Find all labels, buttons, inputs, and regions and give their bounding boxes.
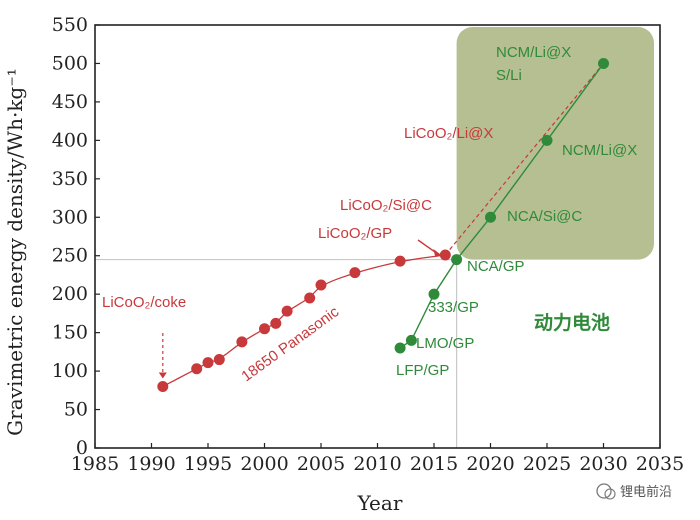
- annotation-s-li: S/Li: [496, 67, 522, 84]
- red-data-point: [394, 255, 406, 267]
- red-data-point: [236, 336, 248, 348]
- x-axis-ticks: 1985 1990 1995 2000 2005 2010 2015 2020 2025 2030…: [71, 443, 684, 475]
- watermark: 锂电前沿: [596, 483, 672, 500]
- y-tick-label: 300: [52, 206, 88, 228]
- red-data-point: [439, 249, 451, 261]
- x-tick-label: 2025: [523, 453, 571, 475]
- green-data-point: [451, 254, 463, 266]
- y-tick-label: 0: [76, 437, 88, 459]
- red-data-point: [270, 317, 282, 329]
- x-tick-label: 2035: [636, 453, 684, 475]
- green-data-point: [428, 288, 440, 300]
- green-data-point: [598, 57, 609, 69]
- y-axis-title: Gravimetric energy density/Wh·kg⁻¹: [3, 68, 27, 436]
- watermark-text: 锂电前沿: [620, 484, 672, 500]
- x-tick-label: 2015: [410, 453, 458, 475]
- x-tick-label: 1995: [184, 453, 232, 475]
- green-data-point: [485, 211, 496, 223]
- y-tick-label: 50: [64, 399, 88, 421]
- red-data-point: [191, 363, 203, 375]
- green-data-point: [405, 334, 417, 346]
- x-tick-label: 2020: [466, 453, 514, 475]
- annotation-licoo2-si-c: LiCoO₂/Si@C: [340, 197, 432, 214]
- red-data-point: [315, 279, 327, 291]
- x-axis-title: Year: [357, 491, 403, 515]
- green-data-point: [541, 134, 553, 146]
- annotation-nca-gp: NCA/GP: [467, 258, 525, 275]
- red-data-point: [304, 292, 316, 304]
- y-tick-label: 350: [52, 168, 88, 190]
- y-axis-ticks: 0 50 100 150 200 250 300 350 400 450 500 550: [52, 14, 100, 459]
- y-tick-label: 450: [52, 91, 88, 113]
- data-series: [157, 57, 609, 392]
- x-tick-label: 2005: [297, 453, 345, 475]
- red-data-point: [213, 354, 225, 366]
- watermark-icon: [596, 483, 612, 499]
- y-tick-label: 550: [52, 14, 88, 36]
- y-tick-label: 500: [52, 52, 88, 74]
- y-tick-label: 200: [52, 283, 88, 305]
- x-tick-label: 2010: [353, 453, 401, 475]
- projection-line: [444, 63, 604, 256]
- x-tick-label: 2000: [240, 453, 288, 475]
- annotation-licoo2-coke: LiCoO₂/coke: [102, 294, 186, 311]
- y-tick-label: 100: [52, 360, 88, 382]
- red-data-point: [202, 357, 214, 369]
- coke-arrowhead: [158, 372, 167, 379]
- y-tick-label: 400: [52, 129, 88, 151]
- annotation-ncm-li-x-2030: NCM/Li@X: [496, 44, 571, 61]
- red-data-point: [281, 305, 293, 317]
- annotation-lfp-gp: LFP/GP: [396, 362, 449, 379]
- x-tick-label: 1985: [71, 453, 119, 475]
- annotation-power-battery: 动力电池: [534, 311, 610, 334]
- annotation-licoo2-gp: LiCoO₂/GP: [318, 225, 392, 242]
- x-tick-label: 1990: [127, 453, 175, 475]
- y-tick-label: 250: [52, 245, 88, 267]
- annotation-333-gp: 333/GP: [428, 299, 479, 316]
- annotation-lmo-gp: LMO/GP: [416, 335, 474, 352]
- x-tick-label: 2030: [579, 453, 627, 475]
- gp-arrowhead: [433, 248, 442, 257]
- highlight-region: [456, 27, 654, 260]
- watermark-icon-inner: [604, 488, 616, 500]
- red-data-point: [349, 267, 361, 279]
- gp-arrow-line: [417, 239, 437, 254]
- red-data-point: [157, 380, 169, 392]
- green-data-point: [394, 342, 406, 354]
- y-tick-label: 150: [52, 322, 88, 344]
- annotation-licoo2-li-x: LiCoO₂/Li@X: [404, 125, 493, 142]
- annotation-ncm-li-x-2025: NCM/Li@X: [562, 142, 637, 159]
- annotation-nca-si-c: NCA/Si@C: [507, 208, 582, 225]
- red-data-point: [259, 323, 270, 335]
